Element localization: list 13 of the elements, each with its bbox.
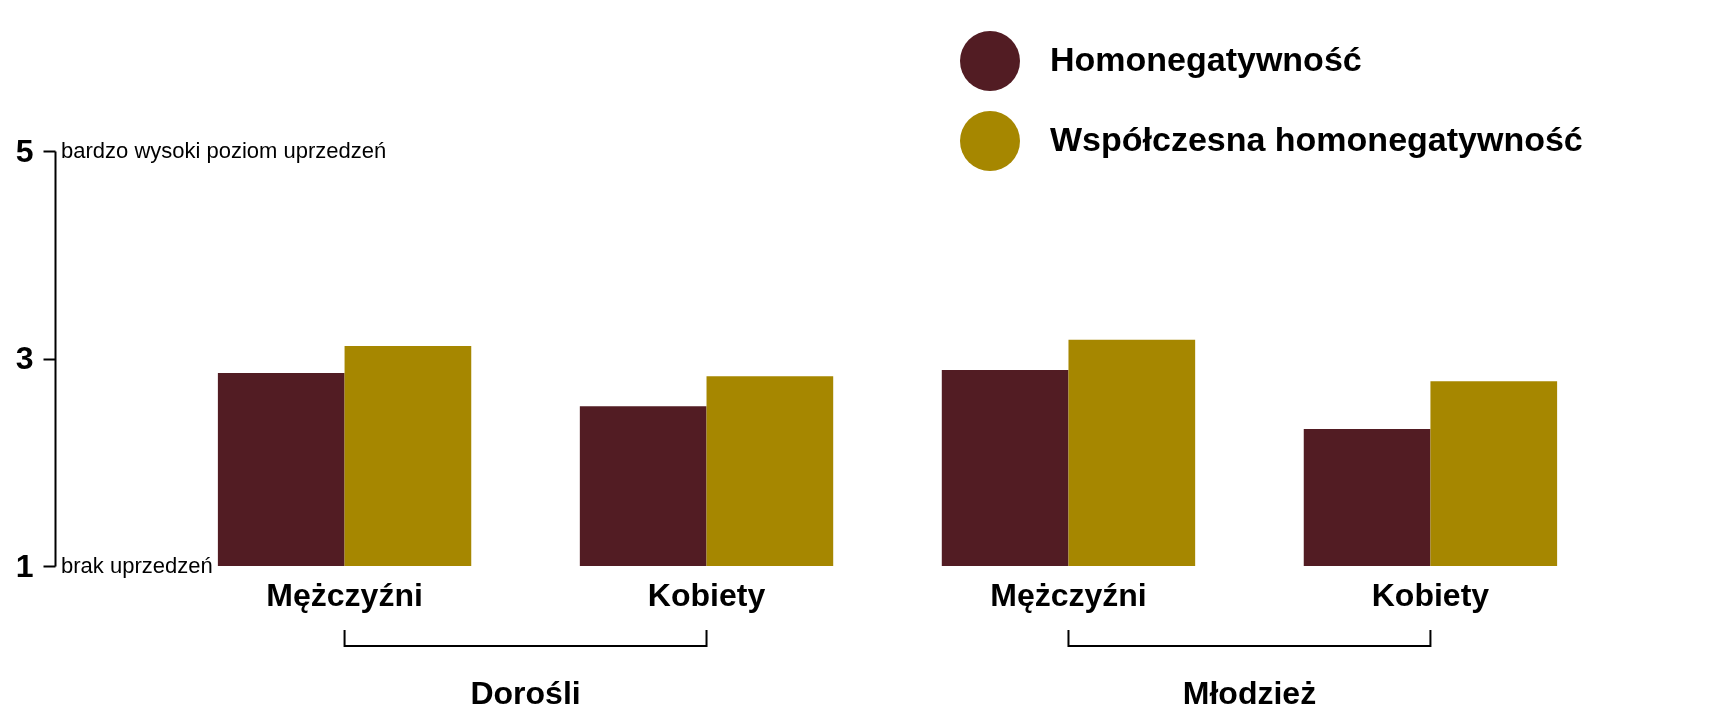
x-tick-label: Mężczyźni	[266, 576, 423, 613]
text: Młodzież	[1182, 675, 1317, 711]
legend-label: Współczesna homonegatywność	[1050, 120, 1583, 158]
annotation: brak uprzedzeń	[61, 553, 213, 578]
y-tick-label: 1	[15, 547, 34, 584]
y-tick-label: 3	[15, 340, 34, 376]
x-tick-label: Mężczyźni	[990, 576, 1147, 613]
legend-label: Homonegatywność	[1050, 40, 1362, 78]
x-tick-label: Kobiety	[1371, 576, 1490, 613]
x-tick-label: Kobiety	[647, 576, 766, 613]
text: Dorośli	[470, 675, 581, 711]
y-tick-label: 5	[15, 132, 34, 169]
annotation: bardzo wysoki poziom uprzedzeń	[61, 138, 387, 163]
